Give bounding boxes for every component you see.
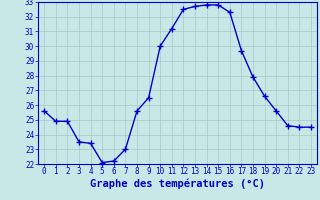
X-axis label: Graphe des températures (°C): Graphe des températures (°C) [90, 179, 265, 189]
